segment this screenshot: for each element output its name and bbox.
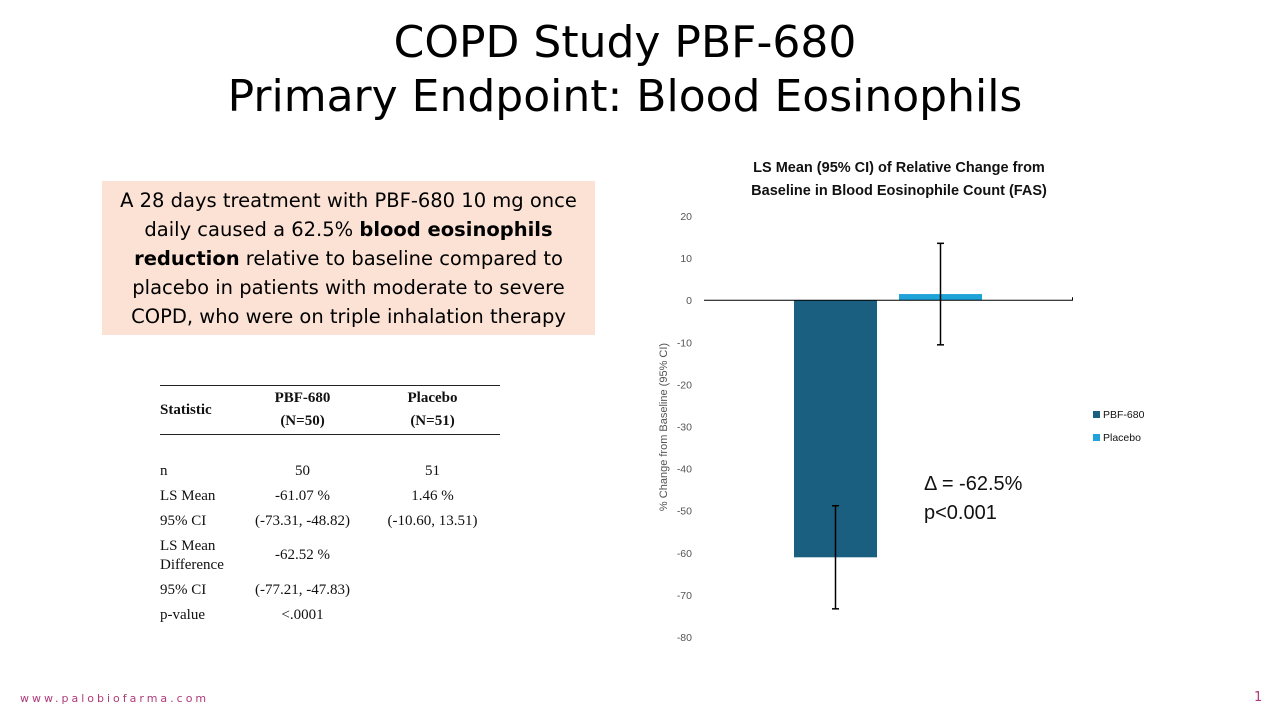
header-placebo: Placebo (N=51) <box>365 386 500 435</box>
table-row: 95% CI (-77.21, -47.83) <box>160 578 500 603</box>
cell-pbf680: (-73.31, -48.82) <box>255 512 350 529</box>
page-number: 1 <box>1254 690 1263 705</box>
legend-swatch <box>1093 434 1100 441</box>
cell-pbf680: -61.07 % <box>275 487 330 504</box>
title-line-2: Primary Endpoint: Blood Eosinophils <box>227 71 1023 122</box>
row-label-line-1: LS Mean <box>160 537 216 554</box>
cell-placebo: 51 <box>425 462 440 479</box>
callout-bold-text: blood eosinophils reduction <box>134 218 553 270</box>
y-tick-label: -80 <box>677 632 692 644</box>
header-pbf680-n: (N=50) <box>280 413 325 429</box>
table-row: LS Mean Difference -62.52 % <box>160 534 500 578</box>
callout-text-1: A 28 days treatment with PBF-680 10 mg o… <box>120 189 577 241</box>
y-tick-label: -50 <box>677 506 692 518</box>
pvalue-annotation: p<0.001 <box>924 502 997 524</box>
y-axis-label: % Change from Baseline (95% CI) <box>658 343 670 511</box>
title-line-1: COPD Study PBF-680 <box>393 17 857 68</box>
bar-placebo <box>899 294 982 301</box>
cell-placebo <box>365 603 500 628</box>
table-row: n 50 51 <box>160 459 500 484</box>
y-tick-label: -60 <box>677 548 692 560</box>
header-pbf680: PBF-680 (N=50) <box>240 386 365 435</box>
row-label: LS Mean Difference <box>160 534 240 578</box>
table-header-row: Statistic PBF-680 (N=50) Placebo (N=51) <box>160 385 500 435</box>
table-row: LS Mean -61.07 % 1.46 % <box>160 484 500 509</box>
y-tick-label: -20 <box>677 379 692 391</box>
header-placebo-n: (N=51) <box>410 413 455 429</box>
cell-pbf680: <.0001 <box>281 606 324 623</box>
bars-group <box>794 294 982 558</box>
table-row: 95% CI (-73.31, -48.82) (-10.60, 13.51) <box>160 509 500 534</box>
header-placebo-name: Placebo <box>407 390 458 406</box>
cell-placebo <box>365 534 500 578</box>
chart-legend: PBF-680 Placebo <box>1093 409 1145 444</box>
delta-annotation: Δ = -62.5% <box>924 473 1023 495</box>
row-label: 95% CI <box>160 581 207 598</box>
cell-pbf680: (-77.21, -47.83) <box>255 581 350 598</box>
footer-website: www.palobiofarma.com <box>20 692 210 705</box>
cell-placebo: (-10.60, 13.51) <box>387 512 478 529</box>
cell-pbf680: -62.52 % <box>275 547 330 563</box>
table-row: p-value <.0001 <box>160 603 500 628</box>
y-tick-label: -10 <box>677 337 692 349</box>
header-pbf680-name: PBF-680 <box>274 390 331 406</box>
row-label-line-2: Difference <box>160 556 224 573</box>
y-tick-label: 0 <box>686 295 692 307</box>
bar-pbf-680 <box>794 300 877 558</box>
summary-callout: A 28 days treatment with PBF-680 10 mg o… <box>102 181 595 335</box>
y-tick-label: 10 <box>680 253 692 265</box>
y-tick-label: -30 <box>677 422 692 434</box>
row-label: p-value <box>160 606 205 623</box>
chart-title-line-2: Baseline in Blood Eosinophile Count (FAS… <box>751 183 1047 199</box>
row-label: n <box>160 462 168 479</box>
row-label: 95% CI <box>160 512 207 529</box>
callout-text-2: relative to baseline compared to placebo… <box>131 247 566 328</box>
header-statistic: Statistic <box>160 401 212 418</box>
error-bars-group <box>832 242 944 610</box>
y-tick-label: -70 <box>677 590 692 602</box>
chart-title-line-1: LS Mean (95% CI) of Relative Change from <box>753 160 1045 176</box>
y-tick-label: -40 <box>677 464 692 476</box>
cell-placebo <box>365 578 500 603</box>
slide-title: COPD Study PBF-680 Primary Endpoint: Blo… <box>0 16 1250 124</box>
y-axis-ticks: 20 10 0 -10 -20 -30 -40 -50 -60 -70 -80 <box>677 211 1073 644</box>
legend-label: Placebo <box>1103 432 1141 444</box>
cell-placebo: 1.46 % <box>411 487 454 504</box>
cell-pbf680: 50 <box>295 462 310 479</box>
row-label: LS Mean <box>160 487 216 504</box>
legend-label: PBF-680 <box>1103 409 1145 421</box>
statistics-table: Statistic PBF-680 (N=50) Placebo (N=51) n … <box>160 385 500 628</box>
legend-swatch <box>1093 411 1100 418</box>
y-tick-label: 20 <box>680 211 692 223</box>
